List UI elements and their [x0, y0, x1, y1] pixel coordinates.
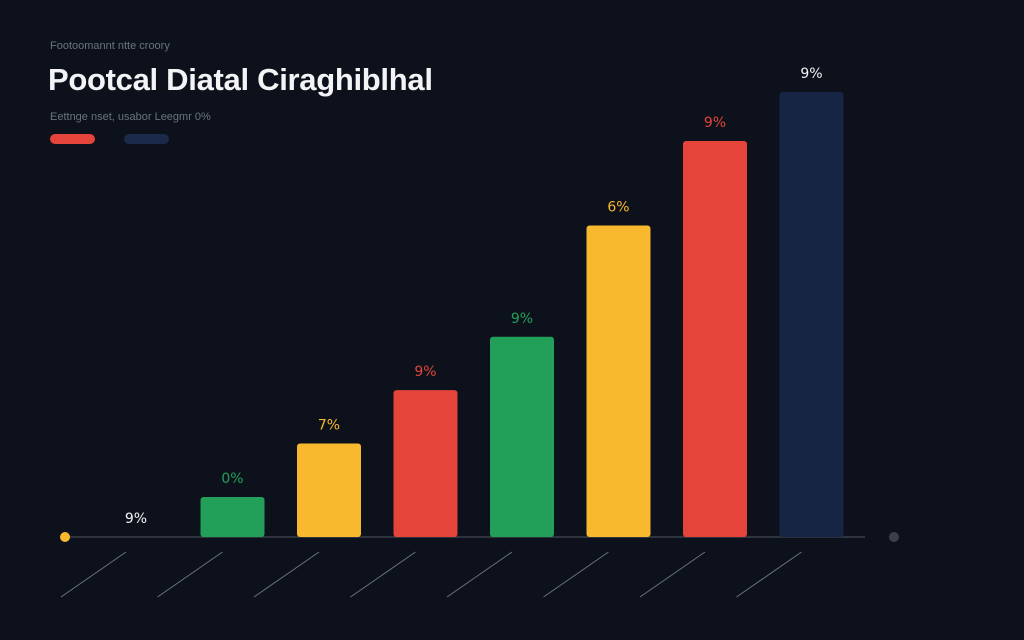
axis-start-dot — [60, 532, 70, 542]
x-tick-4 — [350, 551, 416, 598]
data-label-4: 9% — [414, 364, 436, 380]
x-tick-2 — [157, 551, 223, 598]
bar-7 — [683, 140, 747, 537]
data-label-8: 9% — [800, 66, 822, 82]
bar-2 — [200, 496, 265, 537]
bar-3 — [297, 443, 361, 537]
bar-8 — [779, 92, 844, 537]
data-label-3: 7% — [318, 418, 340, 434]
x-tick-3 — [253, 551, 320, 598]
bar-4 — [393, 390, 458, 537]
data-label-7: 9% — [704, 115, 726, 131]
legend-swatch-navy — [124, 134, 169, 144]
x-tick-6 — [543, 551, 609, 598]
data-label-6: 6% — [607, 200, 629, 216]
x-tick-5 — [446, 551, 513, 598]
legend-swatch-red — [50, 134, 95, 144]
x-tick-7 — [639, 551, 706, 598]
x-tick-1 — [60, 551, 127, 598]
chart-supertitle: Footoomannt ntte croory — [50, 40, 170, 52]
bar-5 — [490, 336, 554, 537]
data-label-5: 9% — [511, 311, 533, 327]
axis-end-dot — [889, 532, 899, 542]
data-label-1: 9% — [125, 511, 147, 527]
chart-subtitle: Eettnge nset, usabor Leegmr 0% — [50, 111, 211, 123]
data-label-2: 0% — [221, 471, 243, 487]
chart-title: Pootcal Diatal Ciraghiblhal — [48, 62, 433, 97]
bar-6 — [586, 225, 651, 537]
x-tick-8 — [736, 551, 802, 598]
